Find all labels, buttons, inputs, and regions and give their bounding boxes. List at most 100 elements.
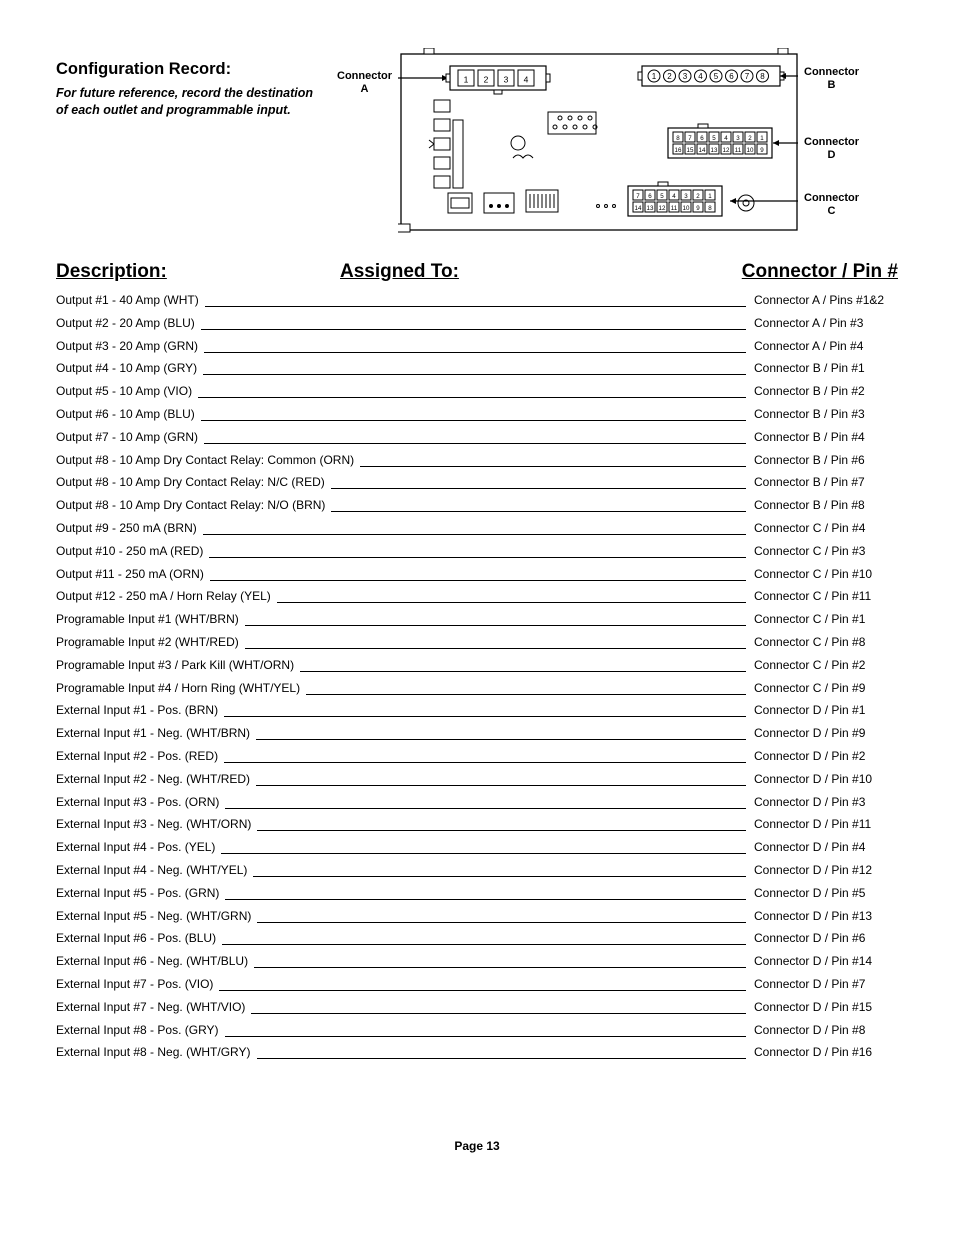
table-row: External Input #5 - Pos. (GRN)Connector … <box>56 886 898 900</box>
connector-d-label: Connector D <box>804 136 859 162</box>
table-row: External Input #7 - Pos. (VIO) Connector … <box>56 977 898 991</box>
svg-text:16: 16 <box>675 147 682 154</box>
table-row: Output #8 - 10 Amp Dry Contact Relay: N/… <box>56 475 898 489</box>
row-fill-line[interactable] <box>277 591 746 603</box>
row-description: External Input #1 - Pos. (BRN) <box>56 703 224 717</box>
row-description: External Input #2 - Neg. (WHT/RED) <box>56 772 256 786</box>
row-connector: Connector D / Pin #7 <box>746 977 898 991</box>
table-row: Programable Input #1 (WHT/BRN)Connector … <box>56 612 898 626</box>
svg-text:15: 15 <box>687 147 694 154</box>
row-fill-line[interactable] <box>209 546 746 558</box>
svg-text:6: 6 <box>700 135 704 142</box>
row-connector: Connector D / Pin #4 <box>746 840 898 854</box>
rows-container: Output #1 - 40 Amp (WHT)Connector A / Pi… <box>56 293 898 1059</box>
row-fill-line[interactable] <box>221 842 746 854</box>
row-fill-line[interactable] <box>256 774 746 786</box>
row-fill-line[interactable] <box>203 523 746 535</box>
label-text: Connector <box>804 66 859 78</box>
row-description: Output #10 - 250 mA (RED) <box>56 544 209 558</box>
row-fill-line[interactable] <box>201 409 746 421</box>
svg-text:1: 1 <box>464 74 469 84</box>
row-description: External Input #3 - Neg. (WHT/ORN) <box>56 817 257 831</box>
row-fill-line[interactable] <box>225 797 746 809</box>
label-sub: B <box>804 79 859 92</box>
row-connector: Connector B / Pin #2 <box>746 384 898 398</box>
row-description: External Input #3 - Pos. (ORN) <box>56 795 225 809</box>
table-row: External Input #6 - Pos. (BLU)Connector … <box>56 931 898 945</box>
row-fill-line[interactable] <box>224 705 746 717</box>
header-assigned: Assigned To: <box>336 261 728 283</box>
table-row: External Input #1 - Pos. (BRN) Connector … <box>56 703 898 717</box>
row-fill-line[interactable] <box>225 888 746 900</box>
row-description: Programable Input #3 / Park Kill (WHT/OR… <box>56 658 300 672</box>
row-fill-line[interactable] <box>360 455 746 467</box>
row-fill-line[interactable] <box>210 569 746 581</box>
row-fill-line[interactable] <box>245 637 746 649</box>
row-connector: Connector C / Pin #11 <box>746 589 898 603</box>
row-fill-line[interactable] <box>300 660 746 672</box>
row-fill-line[interactable] <box>257 1047 746 1059</box>
row-description: Output #5 - 10 Amp (VIO) <box>56 384 198 398</box>
row-description: External Input #6 - Pos. (BLU) <box>56 931 222 945</box>
svg-text:2: 2 <box>667 72 672 81</box>
row-fill-line[interactable] <box>245 614 746 626</box>
row-connector: Connector C / Pin #10 <box>746 567 898 581</box>
row-description: External Input #4 - Neg. (WHT/YEL) <box>56 863 253 877</box>
header-description: Description: <box>56 261 336 283</box>
row-fill-line[interactable] <box>201 318 746 330</box>
row-connector: Connector A / Pin #3 <box>746 316 898 330</box>
row-connector: Connector D / Pin #13 <box>746 909 898 923</box>
row-description: Output #3 - 20 Amp (GRN) <box>56 339 204 353</box>
row-description: Output #8 - 10 Amp Dry Contact Relay: N/… <box>56 498 331 512</box>
row-description: Programable Input #2 (WHT/RED) <box>56 635 245 649</box>
row-fill-line[interactable] <box>306 683 746 695</box>
row-fill-line[interactable] <box>331 500 746 512</box>
row-connector: Connector D / Pin #12 <box>746 863 898 877</box>
svg-text:8: 8 <box>760 72 765 81</box>
row-fill-line[interactable] <box>222 933 746 945</box>
row-fill-line[interactable] <box>203 363 746 375</box>
row-fill-line[interactable] <box>256 728 746 740</box>
row-description: Output #11 - 250 mA (ORN) <box>56 567 210 581</box>
row-fill-line[interactable] <box>224 751 746 763</box>
svg-text:7: 7 <box>688 135 692 142</box>
svg-text:10: 10 <box>683 205 690 212</box>
row-fill-line[interactable] <box>204 432 746 444</box>
row-fill-line[interactable] <box>257 911 746 923</box>
table-row: External Input #6 - Neg. (WHT/BLU)Connec… <box>56 954 898 968</box>
row-connector: Connector A / Pins #1&2 <box>746 293 898 307</box>
row-description: Output #8 - 10 Amp Dry Contact Relay: Co… <box>56 453 360 467</box>
svg-text:2: 2 <box>696 193 700 200</box>
row-fill-line[interactable] <box>254 956 746 968</box>
svg-text:1: 1 <box>760 135 764 142</box>
row-connector: Connector D / Pin #16 <box>746 1045 898 1059</box>
table-row: External Input #8 - Pos. (GRY)Connector … <box>56 1023 898 1037</box>
row-fill-line[interactable] <box>225 1025 746 1037</box>
row-description: External Input #7 - Pos. (VIO) <box>56 977 219 991</box>
svg-text:13: 13 <box>647 205 654 212</box>
row-fill-line[interactable] <box>219 979 746 991</box>
table-row: Output #9 - 250 mA (BRN)Connector C / Pi… <box>56 521 898 535</box>
row-connector: Connector B / Pin #7 <box>746 475 898 489</box>
row-connector: Connector D / Pin #1 <box>746 703 898 717</box>
label-text: Connector <box>337 70 392 82</box>
table-row: Output #4 - 10 Amp (GRY)Connector B / Pi… <box>56 361 898 375</box>
row-fill-line[interactable] <box>198 386 746 398</box>
svg-text:3: 3 <box>736 135 740 142</box>
svg-text:6: 6 <box>648 193 652 200</box>
row-fill-line[interactable] <box>205 295 746 307</box>
svg-text:8: 8 <box>676 135 680 142</box>
label-sub: C <box>804 205 859 218</box>
left-labels: Connector A <box>336 48 398 228</box>
row-description: Programable Input #4 / Horn Ring (WHT/YE… <box>56 681 306 695</box>
svg-text:3: 3 <box>504 74 509 84</box>
row-fill-line[interactable] <box>257 819 746 831</box>
row-fill-line[interactable] <box>331 477 746 489</box>
row-fill-line[interactable] <box>251 1002 746 1014</box>
row-fill-line[interactable] <box>253 865 746 877</box>
table-row: Output #7 - 10 Amp (GRN)Connector B / Pi… <box>56 430 898 444</box>
row-connector: Connector C / Pin #3 <box>746 544 898 558</box>
row-connector: Connector B / Pin #6 <box>746 453 898 467</box>
row-fill-line[interactable] <box>204 341 746 353</box>
row-connector: Connector B / Pin #3 <box>746 407 898 421</box>
